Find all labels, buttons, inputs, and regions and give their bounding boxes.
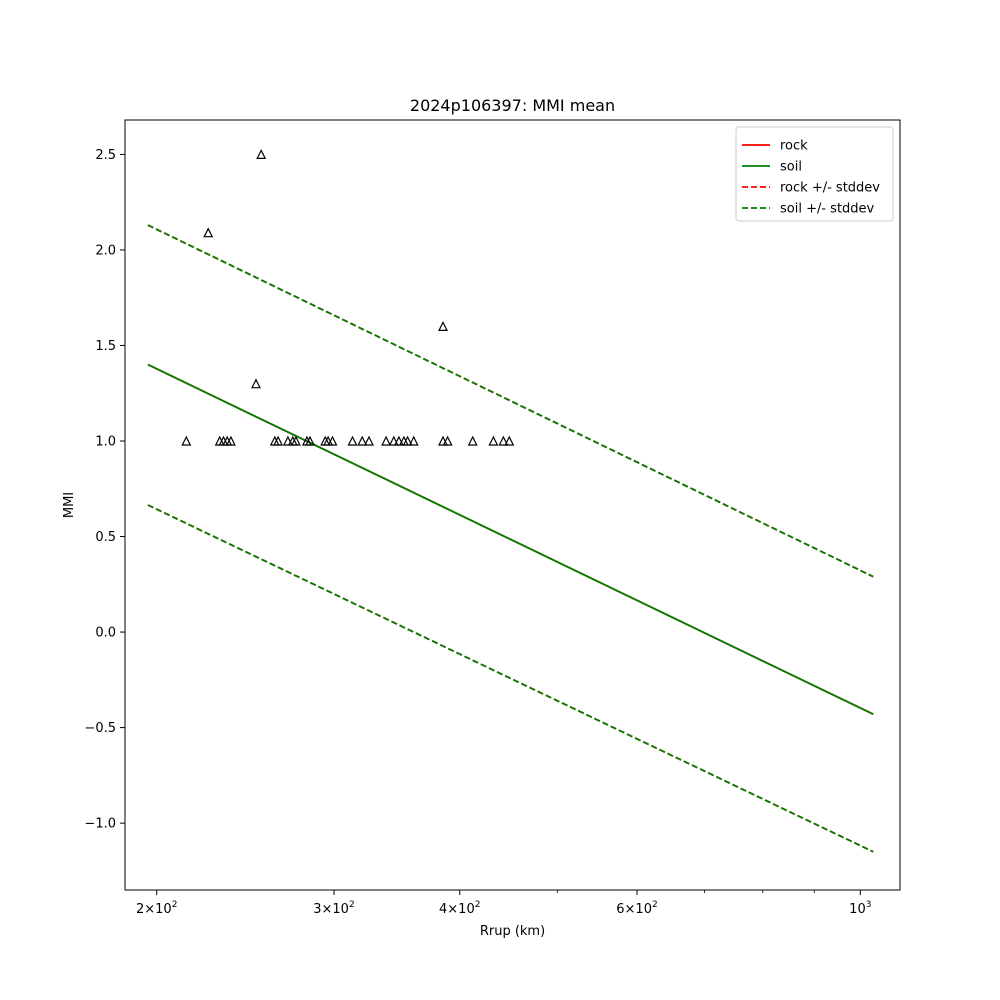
observation-marker-2: [438, 321, 448, 331]
series-line-1: [147, 363, 874, 716]
observation-marker-21: [364, 435, 374, 446]
observation-marker-29: [442, 435, 453, 446]
y-tick-label-0: −1.0: [84, 817, 116, 832]
observation-marker-1: [203, 227, 214, 238]
observation-marker-24: [393, 435, 404, 446]
y-tick-label-6: 2.0: [95, 243, 116, 258]
chart-title: 2024p106397: MMI mean: [410, 96, 615, 115]
observation-marker-18: [327, 435, 338, 446]
y-tick-label-3: 0.5: [95, 530, 116, 545]
y-axis: −1.0 −0.5 0.0 0.5 1.0 1.5 2.0 2.5: [84, 148, 125, 832]
legend-label-3: soil +/- stddev: [780, 202, 875, 217]
observation-marker-8: [225, 435, 236, 446]
observation-marker-10: [273, 435, 284, 446]
observation-marker-15: [305, 435, 315, 446]
observation-marker-32: [498, 435, 509, 446]
observation-marker-13: [290, 435, 301, 446]
y-tick-label-2: 0.0: [95, 626, 116, 641]
x-tick-label-2: 4×102: [439, 900, 480, 917]
plot-lines: [147, 224, 874, 853]
observation-marker-20: [357, 435, 368, 446]
observation-marker-27: [408, 435, 419, 446]
observation-marker-11: [282, 435, 293, 446]
observation-marker-31: [488, 435, 499, 446]
series-line-3-lower: [147, 504, 874, 853]
observation-marker-3: [251, 378, 261, 389]
y-tick-label-1: −0.5: [84, 721, 116, 736]
plot-frame: [124, 119, 901, 891]
observation-marker-22: [381, 435, 392, 446]
y-tick-label-4: 1.0: [95, 434, 116, 449]
observation-marker-19: [347, 435, 358, 446]
x-tick-label-3: 6×102: [616, 900, 657, 917]
observation-marker-23: [388, 435, 399, 446]
series-line-3: [147, 224, 874, 578]
legend-box: [735, 126, 894, 222]
y-tick-label-5: 1.5: [95, 339, 116, 354]
legend-label-1: soil: [780, 160, 802, 175]
observation-marker-0: [256, 149, 267, 159]
legend-label-2: rock +/- stddev: [780, 181, 880, 196]
observation-marker-30: [467, 435, 478, 446]
x-axis: 2×102 3×102 4×102 6×102 103: [136, 890, 871, 917]
x-axis-label: Rrup (km): [480, 924, 545, 939]
legend: rock soil rock +/- stddev soil +/- stddev: [735, 126, 894, 222]
y-tick-label-7: 2.5: [95, 148, 116, 163]
x-tick-label-1: 3×102: [313, 900, 354, 917]
x-tick-label-0: 2×102: [136, 900, 177, 917]
observation-marker-4: [181, 435, 192, 446]
observation-marker-33: [504, 435, 515, 446]
y-axis-label: MMI: [62, 492, 77, 518]
observation-markers: [181, 149, 515, 446]
legend-label-0: rock: [780, 139, 808, 154]
observation-marker-26: [402, 435, 413, 446]
x-tick-label-4: 103: [849, 900, 871, 917]
